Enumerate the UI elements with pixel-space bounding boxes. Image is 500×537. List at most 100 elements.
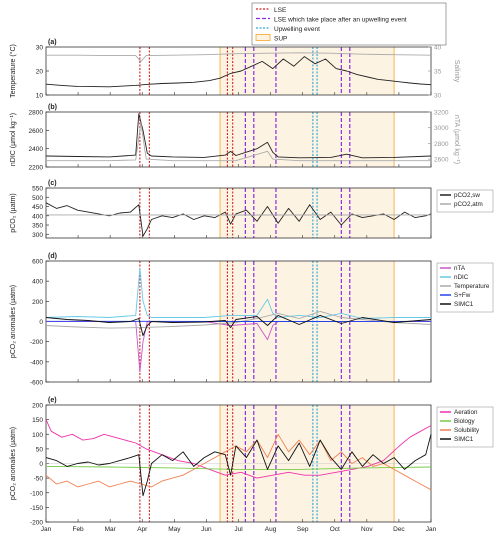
panel-label: (d) xyxy=(48,253,57,260)
panel-legend: Aeration Biology Solubility SIMC1 xyxy=(436,406,494,448)
y2-tick-label: 40 xyxy=(434,45,442,52)
series-line-4-2 xyxy=(45,433,432,491)
y-tick-label: 300 xyxy=(32,232,43,239)
series-line-1-0 xyxy=(45,113,432,159)
series-line-0-0 xyxy=(45,56,432,88)
y-axis-label: pCO₂ (µatm) xyxy=(10,193,17,232)
month-axis: Jan Feb Mar Apr May Jun Jul Aug Sep Oct Nov Dec Jan xyxy=(41,526,437,533)
legend-label: pCO2,atm xyxy=(454,201,483,208)
y-tick-label: 550 xyxy=(32,186,43,193)
panels: 10 20 30 Temperature (°C) (a) 30 35 40 Salinity 2… xyxy=(9,39,494,527)
series-line-3-4 xyxy=(45,314,432,337)
y2-axis-label: Salinity xyxy=(453,60,460,83)
panel-3: -600 -400 -200 0 200 400 600 pCO₂ anomalies (µa… xyxy=(10,253,494,387)
y-tick-label: 200 xyxy=(32,299,43,306)
y-axis-label: pCO₂ anomalies (µatm) xyxy=(10,427,17,500)
y-tick-label: 150 xyxy=(32,417,43,424)
y-tick-label: -50 xyxy=(34,476,44,483)
panel-0: 10 20 30 Temperature (°C) (a) 30 35 40 Salinity xyxy=(9,39,460,100)
legend-label: Solubility xyxy=(454,427,480,434)
legend-box xyxy=(436,406,494,448)
series-line-0-1 xyxy=(46,52,432,62)
legend-label: SIMC1 xyxy=(454,436,474,443)
y-axis-label: nDIC (µmol kg⁻¹) xyxy=(10,113,17,166)
series-line-4-0 xyxy=(45,419,432,479)
top-legend-box xyxy=(251,2,447,46)
month-label: Mar xyxy=(105,526,117,533)
month-label: Oct xyxy=(330,526,340,533)
legend-label: Biology xyxy=(454,418,476,425)
y-tick-label: -200 xyxy=(30,339,43,346)
y-tick-label: 2800 xyxy=(29,110,44,117)
y-tick-label: 2200 xyxy=(29,165,44,172)
y-tick-label: -400 xyxy=(30,359,43,366)
y-tick-label: 20 xyxy=(36,69,44,76)
panel-legend: nTA nDIC Temperature S+Fw SIMC1 xyxy=(436,262,494,313)
panel-legend: pCO2,sw pCO2,atm xyxy=(436,189,494,213)
y-tick-label: 30 xyxy=(36,45,44,52)
month-label: May xyxy=(168,526,181,533)
top-legend-label: LSE which take place after an upwelling … xyxy=(274,17,407,24)
panel-1: 2200 2400 2600 2800 nDIC (µmol kg⁻¹) (b) 2600 2… xyxy=(10,104,460,172)
top-legend-swatch xyxy=(255,34,271,41)
legend-label: SIMC1 xyxy=(454,301,474,308)
y-tick-label: -100 xyxy=(30,490,43,497)
y-tick-label: 350 xyxy=(32,223,43,230)
y-tick-label: 450 xyxy=(32,204,43,211)
sup-band xyxy=(220,188,395,238)
panel-4: -200 -150 -100 -50 0 50 100 150 200 pCO₂ anomalie… xyxy=(10,397,494,527)
y-tick-label: 400 xyxy=(32,213,43,220)
y-tick-label: 500 xyxy=(32,195,43,202)
month-label: Aug xyxy=(265,526,277,533)
month-label: Feb xyxy=(72,526,84,533)
y-tick-label: 10 xyxy=(36,93,44,100)
series-line-4-3 xyxy=(45,434,432,497)
panel-label: (b) xyxy=(48,104,57,111)
top-legend-label: SUP xyxy=(274,36,287,43)
legend-label: S+Fw xyxy=(454,292,471,299)
top-legend-label: LSE xyxy=(274,7,287,14)
y-axis-label: Temperature (°C) xyxy=(9,44,17,98)
month-label: Nov xyxy=(361,526,373,533)
y-tick-label: 400 xyxy=(32,279,43,286)
y-tick-label: -600 xyxy=(30,380,43,387)
y2-tick-label: 35 xyxy=(434,69,442,76)
y-tick-label: -200 xyxy=(30,520,43,527)
legend-label: Aeration xyxy=(454,409,478,416)
month-label: Jan xyxy=(426,526,437,533)
series-line-1-1 xyxy=(46,122,431,162)
y-tick-label: 0 xyxy=(39,461,43,468)
y2-tick-label: 3200 xyxy=(434,110,449,117)
sup-band xyxy=(220,112,395,167)
series-line-3-1 xyxy=(45,267,431,319)
legend-label: nTA xyxy=(454,265,466,272)
top-legend-label: Upwelling event xyxy=(274,26,320,33)
y2-axis-label: nTA (µmol kg⁻¹) xyxy=(453,115,460,164)
series-line-4-1 xyxy=(45,465,432,470)
top-legend: LSE LSE which take place after an upwelli… xyxy=(251,2,447,46)
month-label: Dec xyxy=(393,526,405,533)
y-tick-label: 200 xyxy=(32,403,43,410)
y-axis-label: pCO₂ anomalies (µatm) xyxy=(10,285,17,358)
series-line-3-2 xyxy=(45,310,432,329)
y-tick-label: 600 xyxy=(32,259,43,266)
month-label: Sep xyxy=(297,526,309,533)
y-tick-label: -150 xyxy=(30,505,43,512)
y-tick-label: 100 xyxy=(32,432,43,439)
legend-label: nDIC xyxy=(454,274,469,281)
legend-label: Temperature xyxy=(454,283,490,290)
month-label: Jun xyxy=(201,526,212,533)
y-tick-label: 2400 xyxy=(29,146,44,153)
y-tick-label: 0 xyxy=(39,319,43,326)
panel-label: (c) xyxy=(48,180,57,187)
legend-label: pCO2,sw xyxy=(454,192,480,199)
month-label: Jan xyxy=(41,526,52,533)
y2-tick-label: 30 xyxy=(434,93,442,100)
y2-tick-label: 3000 xyxy=(434,125,449,132)
panel-label: (a) xyxy=(48,39,57,46)
y-tick-label: 2600 xyxy=(29,128,44,135)
panel-label: (e) xyxy=(48,397,57,404)
series-line-2-0 xyxy=(45,202,432,237)
